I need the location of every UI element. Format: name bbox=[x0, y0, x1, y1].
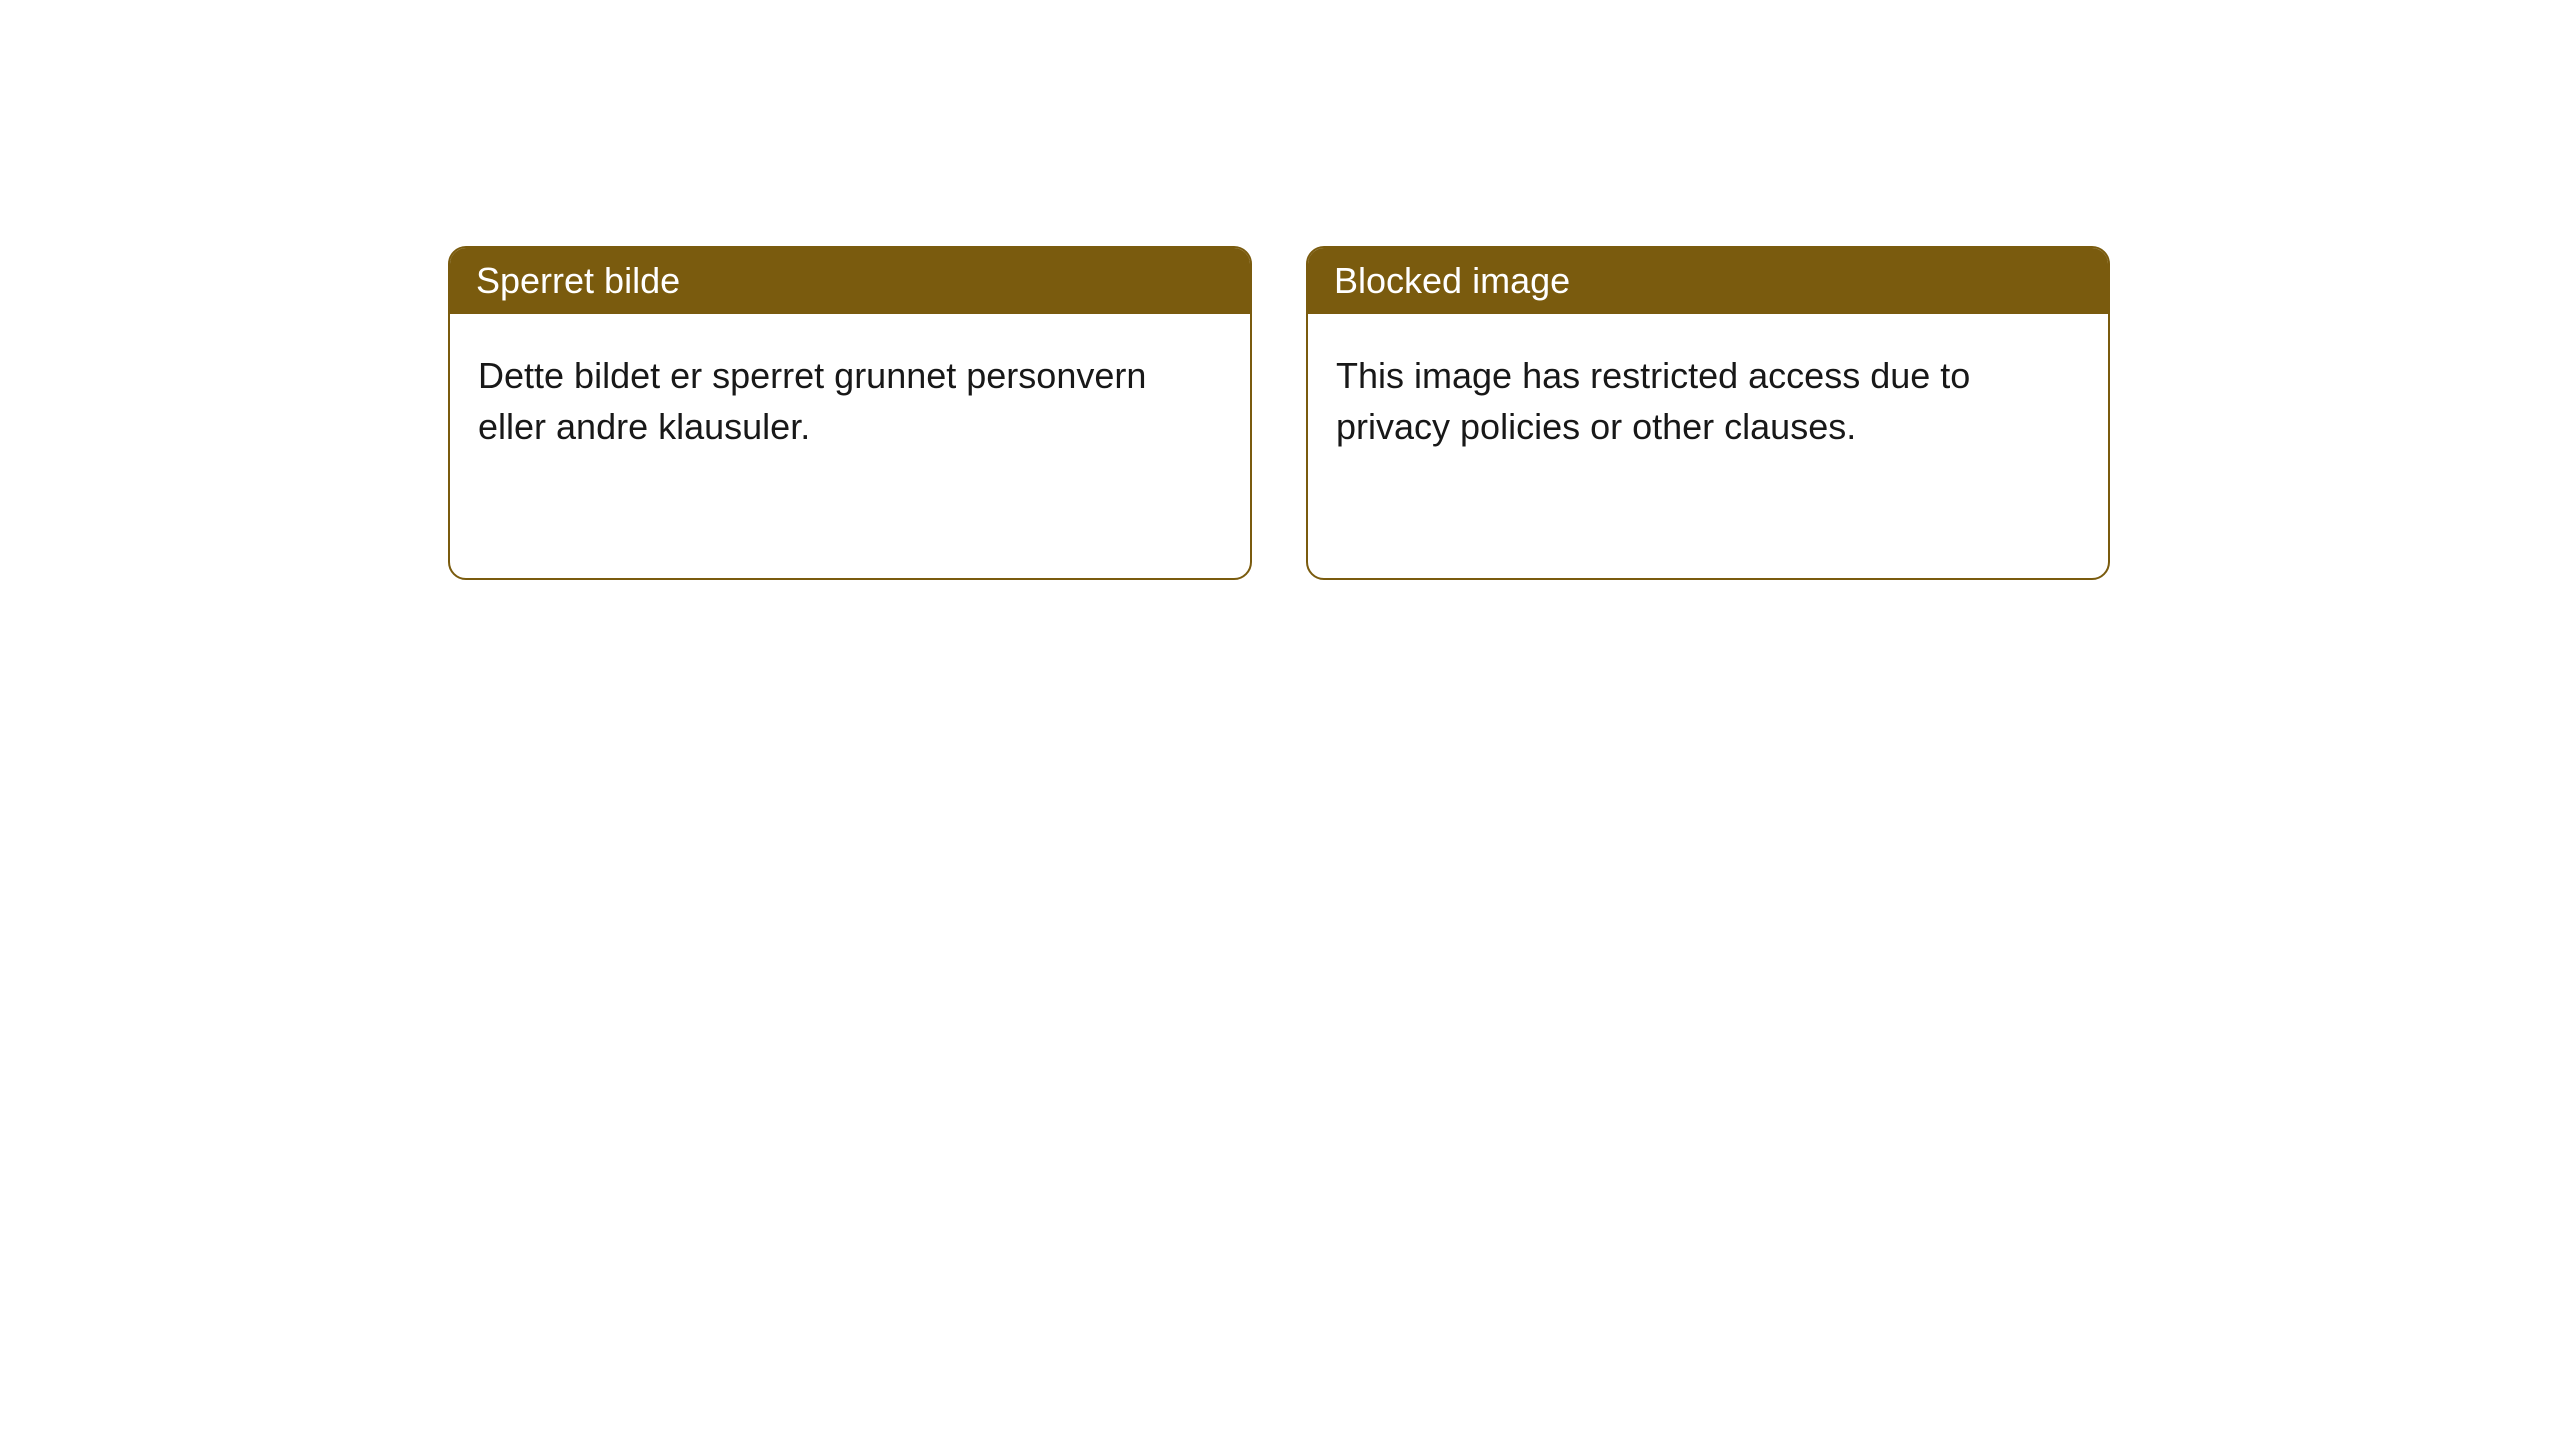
notice-container: Sperret bilde Dette bildet er sperret gr… bbox=[0, 0, 2560, 580]
notice-title: Blocked image bbox=[1334, 260, 1570, 301]
notice-text: This image has restricted access due to … bbox=[1336, 355, 1970, 447]
notice-card-norwegian: Sperret bilde Dette bildet er sperret gr… bbox=[448, 246, 1252, 580]
notice-text: Dette bildet er sperret grunnet personve… bbox=[478, 355, 1146, 447]
notice-body: Dette bildet er sperret grunnet personve… bbox=[450, 314, 1250, 488]
notice-body: This image has restricted access due to … bbox=[1308, 314, 2108, 488]
notice-header: Sperret bilde bbox=[450, 248, 1250, 314]
notice-title: Sperret bilde bbox=[476, 260, 680, 301]
notice-card-english: Blocked image This image has restricted … bbox=[1306, 246, 2110, 580]
notice-header: Blocked image bbox=[1308, 248, 2108, 314]
